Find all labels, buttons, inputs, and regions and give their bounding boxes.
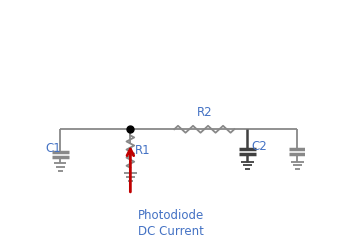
Text: R2: R2 — [197, 106, 212, 119]
Text: Photodiode
DC Current: Photodiode DC Current — [138, 208, 204, 238]
Text: R1: R1 — [135, 144, 151, 157]
Text: C1: C1 — [45, 142, 61, 155]
Text: C2: C2 — [251, 140, 267, 153]
